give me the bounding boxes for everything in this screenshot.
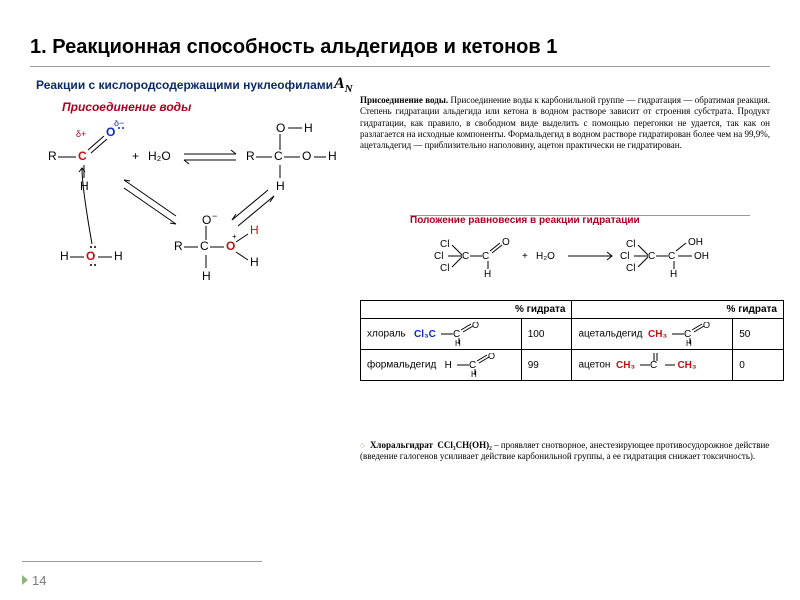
svg-text:Cl: Cl (440, 239, 449, 250)
group-cl3c: Cl₃C (414, 329, 436, 340)
mechanism-label: AN (334, 75, 353, 95)
svg-text:H₂O: H₂O (148, 149, 171, 163)
page-number: 14 (32, 573, 46, 588)
compound-name: хлораль (367, 329, 406, 340)
table-header-2: % гидрата (572, 301, 784, 319)
hydration-table: % гидрата % гидрата хлораль Cl₃C C O H 1… (360, 300, 784, 381)
paragraph-water-addition: Присоединение воды. Присоединение воды к… (360, 95, 770, 151)
svg-text:H: H (455, 339, 461, 346)
svg-text:O: O (472, 322, 479, 330)
An-A: A (334, 75, 345, 92)
table-row: хлораль Cl₃C C O H 100 ацетальдегид CH₃ (361, 319, 784, 350)
svg-text:+: + (232, 232, 237, 241)
svg-text:OH: OH (688, 237, 703, 248)
svg-text:C: C (78, 149, 87, 163)
pct-value: 0 (733, 350, 784, 381)
svg-text:C: C (648, 251, 655, 262)
table-header-1: % гидрата (361, 301, 572, 319)
reaction-scheme-hydration: R C O δ+ δ− H + H₂O R C O H O (36, 120, 346, 280)
svg-text:O: O (86, 249, 95, 263)
pct-value: 99 (521, 350, 572, 381)
title-divider (30, 66, 770, 67)
svg-text:O: O (276, 121, 285, 135)
svg-text:δ+: δ+ (76, 129, 86, 139)
svg-text:Cl: Cl (434, 251, 443, 262)
pct-value: 100 (521, 319, 572, 350)
group-h: H (445, 360, 452, 371)
group-ch3: CH₃ (648, 329, 667, 340)
svg-text:H: H (80, 179, 89, 193)
svg-text:H: H (250, 223, 259, 237)
page-title: 1. Реакционная способность альдегидов и … (30, 36, 770, 59)
compound-name: формальдегид (367, 360, 436, 371)
svg-text:C: C (274, 149, 283, 163)
page-marker-icon (22, 575, 28, 585)
group-ch3-a: CH₃ (616, 360, 635, 371)
svg-text:H: H (250, 255, 259, 269)
svg-text:H: H (114, 249, 123, 263)
svg-text:H: H (670, 269, 677, 277)
svg-text:−: − (212, 211, 217, 221)
group-ch3-b: CH₃ (677, 360, 696, 371)
subtitle-water-addition: Присоединение воды (62, 100, 191, 114)
svg-text:C: C (462, 251, 469, 262)
svg-text:H: H (328, 149, 337, 163)
svg-text:H: H (471, 370, 477, 377)
svg-text:+: + (522, 251, 528, 262)
footnote-chloralhydrate: ○ Хлоральгидрат CCl₃CH(OH)₂ – проявляет … (360, 440, 770, 463)
svg-text:R: R (246, 149, 255, 163)
svg-text:Cl: Cl (626, 239, 635, 250)
subtitle-reactions: Реакции с кислородсодержащими нуклеофила… (36, 78, 333, 92)
svg-text:H: H (484, 269, 491, 277)
pct-value: 50 (733, 319, 784, 350)
svg-text:H: H (60, 249, 69, 263)
table-row: формальдегид H C O H 99 ацетон CH₃ (361, 350, 784, 381)
svg-text:O: O (202, 213, 211, 227)
svg-text:C: C (668, 251, 675, 262)
paragraph-lead: Присоединение воды. (360, 95, 448, 105)
svg-text:H: H (276, 179, 285, 193)
svg-text:C: C (482, 251, 489, 262)
svg-text:O: O (488, 353, 495, 361)
footnote-formula: CCl₃CH(OH)₂ (437, 440, 491, 450)
svg-text:H: H (202, 269, 211, 283)
svg-text:O: O (651, 353, 658, 354)
reaction-svg: R C O δ+ δ− H + H₂O R C O H O (36, 120, 346, 290)
svg-text:δ−: δ− (114, 120, 124, 128)
svg-text:+: + (132, 149, 139, 163)
svg-text:C: C (650, 360, 657, 371)
compound-name: ацетон (578, 360, 610, 371)
svg-text:O: O (302, 149, 311, 163)
footer-divider (22, 561, 262, 562)
svg-text:H: H (686, 339, 692, 346)
svg-text:R: R (174, 239, 183, 253)
svg-text:C: C (200, 239, 209, 253)
svg-text:R: R (48, 149, 57, 163)
svg-text:OH: OH (694, 251, 709, 262)
svg-text:H₂O: H₂O (536, 251, 555, 262)
footnote-lead: Хлоральгидрат (370, 440, 433, 450)
svg-text:Cl: Cl (440, 263, 449, 274)
svg-text:O: O (703, 322, 710, 330)
svg-text:O: O (226, 239, 235, 253)
bullet-icon: ○ (360, 440, 368, 450)
chloral-reaction: Cl Cl Cl C C O H + H₂O Cl Cl Cl C C OH (434, 235, 744, 277)
svg-text:H: H (304, 121, 313, 135)
equilibrium-title: Положение равновесия в реакции гидратаци… (410, 215, 750, 226)
svg-text:Cl: Cl (620, 251, 629, 262)
compound-name: ацетальдегид (578, 329, 642, 340)
svg-text:O: O (502, 237, 510, 248)
An-N: N (345, 83, 353, 95)
svg-text:Cl: Cl (626, 263, 635, 274)
